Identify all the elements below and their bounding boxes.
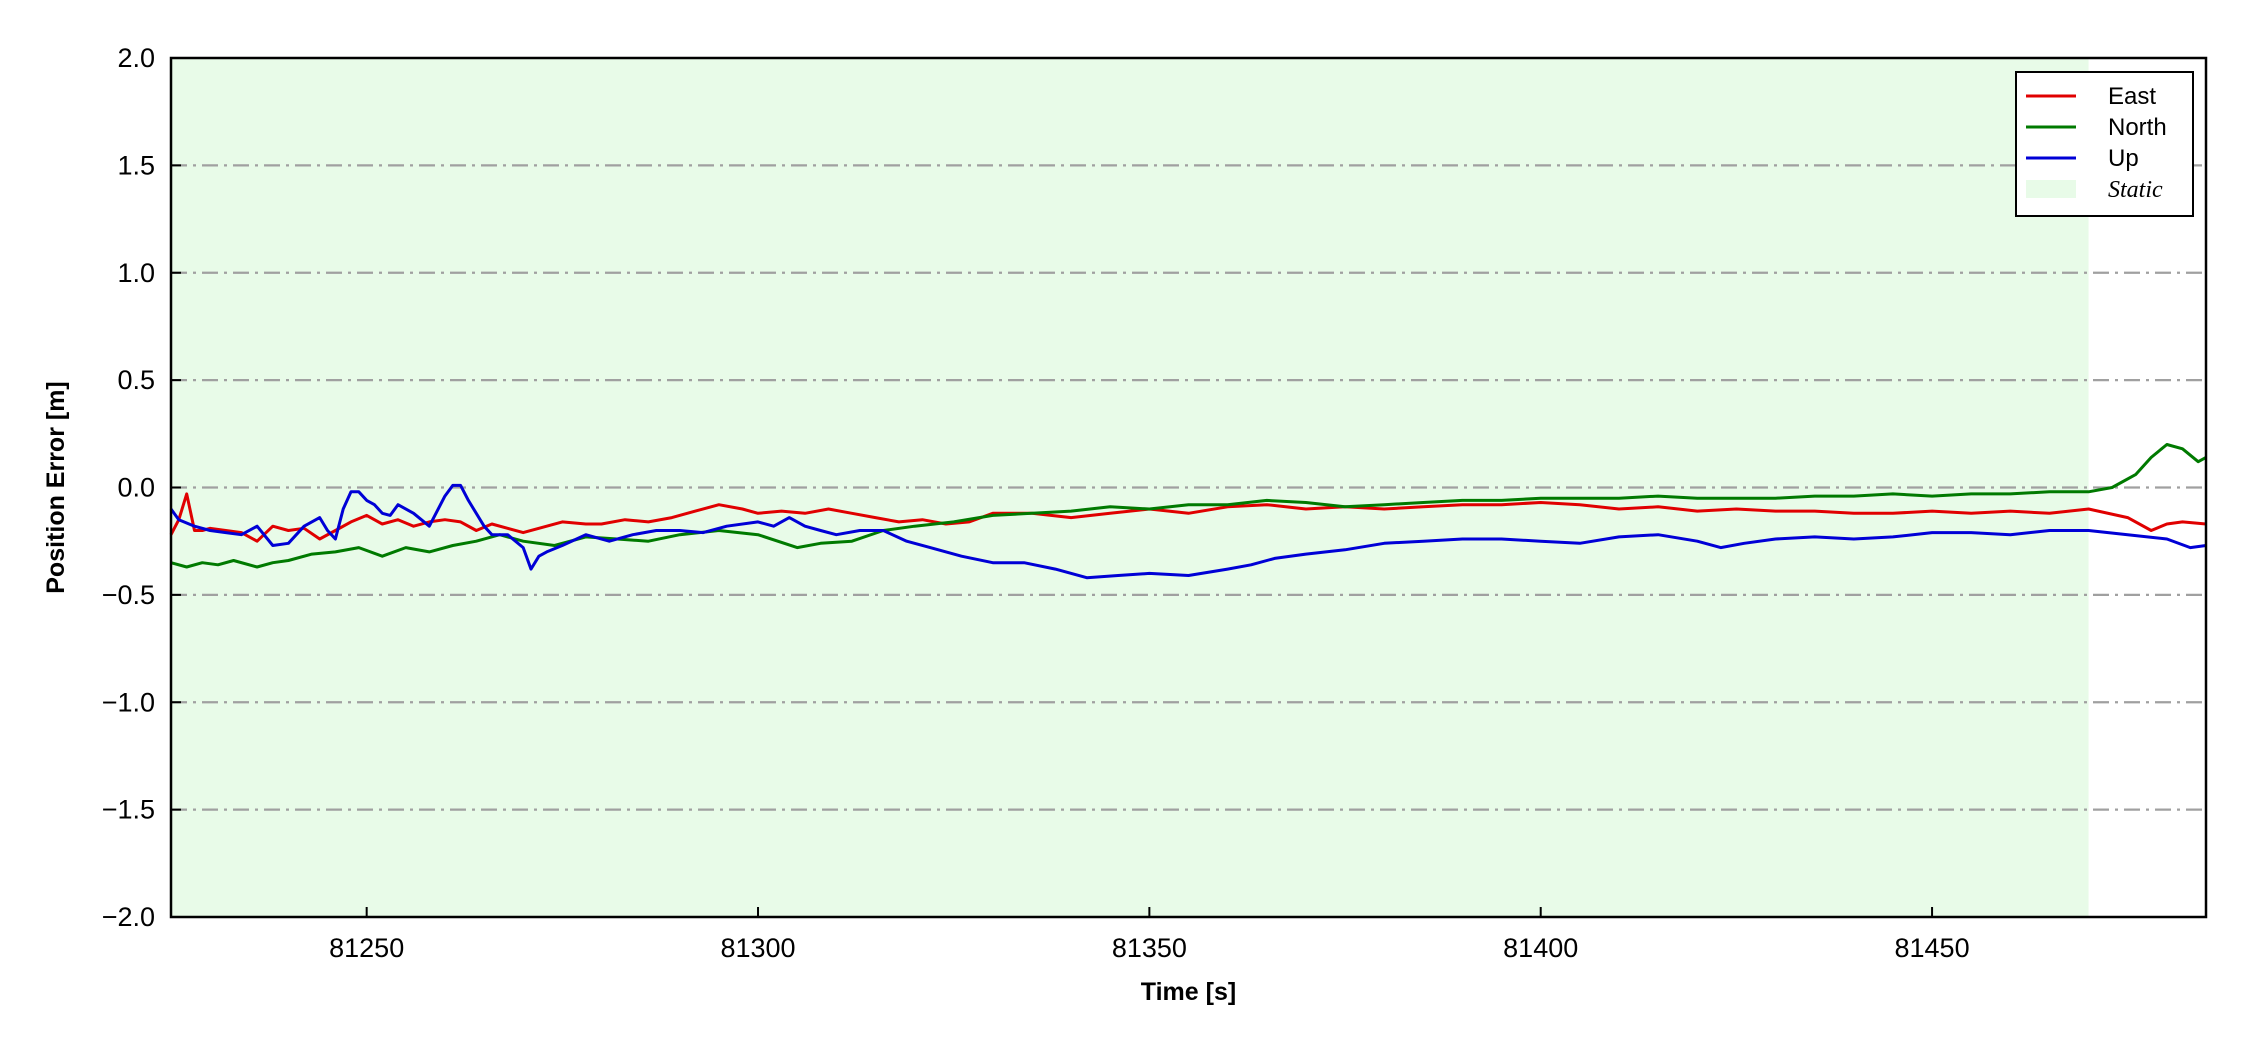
y-tick-label: 0.0 bbox=[117, 473, 155, 503]
x-tick-label: 81350 bbox=[1112, 933, 1187, 963]
y-tick-label: 2.0 bbox=[117, 43, 155, 73]
x-tick-label: 81450 bbox=[1895, 933, 1970, 963]
x-axis-label: Time [s] bbox=[1141, 978, 1236, 1006]
y-tick-label: 1.0 bbox=[117, 258, 155, 288]
x-tick-label: 81400 bbox=[1503, 933, 1578, 963]
legend-label-north: North bbox=[2108, 114, 2167, 141]
legend-label-east: East bbox=[2108, 83, 2156, 110]
y-tick-label: 0.5 bbox=[117, 365, 155, 395]
series-line-up bbox=[169, 483, 2207, 580]
x-tick-label: 81300 bbox=[720, 933, 795, 963]
y-tick-label: −2.0 bbox=[102, 902, 155, 932]
y-tick-label: −1.0 bbox=[102, 687, 155, 717]
y-axis-label: Position Error [m] bbox=[42, 381, 70, 594]
series-lines bbox=[169, 443, 2207, 580]
y-tick-label: −0.5 bbox=[102, 580, 155, 610]
y-tick-label: 1.5 bbox=[117, 150, 155, 180]
axis-ticks: 81250 81300 81350 81400 81450 2.0 1.5 1.0 0.5 0.0… bbox=[102, 43, 1970, 963]
legend: East North Up Static bbox=[2015, 71, 2194, 217]
x-tick-label: 81250 bbox=[329, 933, 404, 963]
legend-label-up: Up bbox=[2108, 145, 2139, 172]
legend-label-static: Static bbox=[2108, 177, 2163, 203]
series-line-north bbox=[170, 443, 2207, 569]
y-tick-label: −1.5 bbox=[102, 795, 155, 825]
legend-swatch-static bbox=[2026, 180, 2076, 198]
legend-items: East North Up bbox=[2026, 83, 2167, 172]
